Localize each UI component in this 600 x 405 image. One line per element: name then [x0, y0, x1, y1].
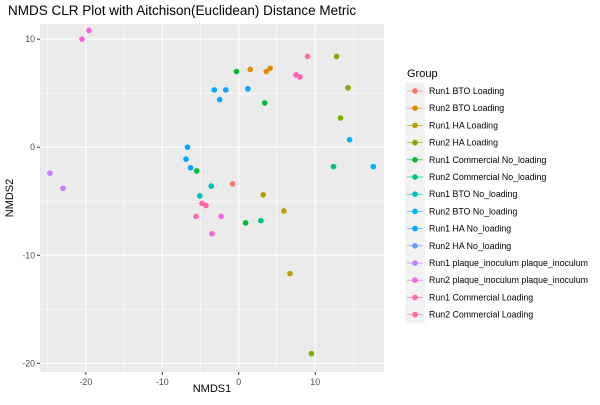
data-point [330, 163, 337, 170]
data-point [233, 68, 240, 75]
legend-key-point [412, 88, 418, 94]
legend-label: Run1 HA Loading [429, 120, 498, 130]
legend-label: Run1 HA No_loading [429, 224, 511, 234]
legend-key-point [412, 294, 418, 301]
legend-key-point [412, 122, 418, 129]
grid-lines [40, 24, 384, 372]
legend-title: Group [407, 68, 438, 80]
x-tick-label: -10 [156, 377, 169, 387]
data-point [304, 53, 311, 60]
data-point [218, 213, 224, 220]
legend-label: Run2 HA Loading [429, 138, 498, 148]
data-point [211, 87, 218, 93]
x-axis-label: NMDS1 [193, 383, 232, 395]
data-point [216, 96, 223, 103]
data-point [47, 170, 53, 176]
legend-label: Run2 BTO No_loading [429, 206, 517, 216]
y-tick-label: -10 [22, 250, 35, 260]
data-point [196, 193, 203, 199]
legend-key-point [412, 157, 418, 163]
y-tick-label: 0 [30, 142, 35, 152]
legend-key-point [412, 191, 418, 197]
legend-key-point [412, 174, 418, 180]
data-point [193, 168, 200, 174]
data-point [258, 217, 264, 224]
y-tick-label: -20 [22, 358, 35, 368]
legend-label: Run1 plaque_inoculum plaque_inoculum [429, 258, 588, 268]
axes: -20 -10 0 10 -20 -10 0 10 [22, 34, 320, 387]
legend-label: Run2 HA No_loading [429, 241, 511, 251]
legend-label: Run2 plaque_inoculum plaque_inoculum [429, 275, 588, 285]
data-point [263, 68, 270, 75]
data-point [308, 350, 315, 357]
data-point [60, 185, 66, 192]
legend-key-point [412, 225, 418, 232]
data-point [229, 181, 236, 187]
legend-label: Run2 BTO Loading [429, 103, 504, 113]
data-point [297, 74, 303, 80]
legend-key-point [412, 260, 418, 266]
data-point [267, 65, 273, 72]
data-point [183, 156, 189, 162]
data-point [261, 100, 268, 106]
data-point [79, 36, 85, 42]
legend-key-point [412, 277, 418, 284]
data-point [333, 53, 340, 60]
data-point [260, 191, 267, 198]
legend-key-point [412, 105, 418, 111]
data-point [203, 202, 209, 209]
data-point [345, 84, 351, 91]
x-tick-label: 10 [310, 377, 320, 387]
x-tick-label: -20 [80, 377, 93, 387]
data-point [86, 27, 92, 34]
data-point [337, 115, 344, 121]
data-point [370, 163, 377, 170]
legend-label: Run1 Commercial Loading [429, 292, 533, 302]
legend-label: Run2 Commercial No_loading [429, 172, 546, 182]
legend-key-point [412, 139, 418, 146]
data-point [193, 213, 199, 220]
data-point [287, 270, 293, 277]
legend-label: Run1 Commercial No_loading [429, 155, 546, 165]
data-point [346, 136, 353, 143]
legend-label: Run1 BTO No_loading [429, 189, 517, 199]
legend-label: Run1 BTO Loading [429, 86, 504, 96]
plot-panel [40, 24, 384, 372]
data-point [222, 87, 229, 93]
legend: Group Run1 BTO Loading Run2 BTO Loading Ru… [405, 68, 588, 324]
data-point [242, 220, 249, 226]
legend-key-point [412, 243, 418, 249]
data-point [184, 144, 191, 151]
chart-title: NMDS CLR Plot with Aitchison(Euclidean) … [8, 3, 356, 18]
data-point [187, 164, 194, 171]
y-tick-label: 10 [25, 34, 35, 44]
data-point [245, 86, 251, 92]
data-point [281, 208, 287, 214]
data-points [47, 27, 377, 357]
data-point [209, 230, 215, 237]
legend-key-point [412, 208, 418, 215]
y-axis-label: NMDS2 [4, 179, 16, 218]
legend-key-point [412, 311, 418, 318]
x-tick-label: 0 [236, 377, 241, 387]
data-point [208, 183, 215, 189]
data-point [247, 66, 254, 73]
legend-label: Run2 Commercial Loading [429, 310, 533, 320]
